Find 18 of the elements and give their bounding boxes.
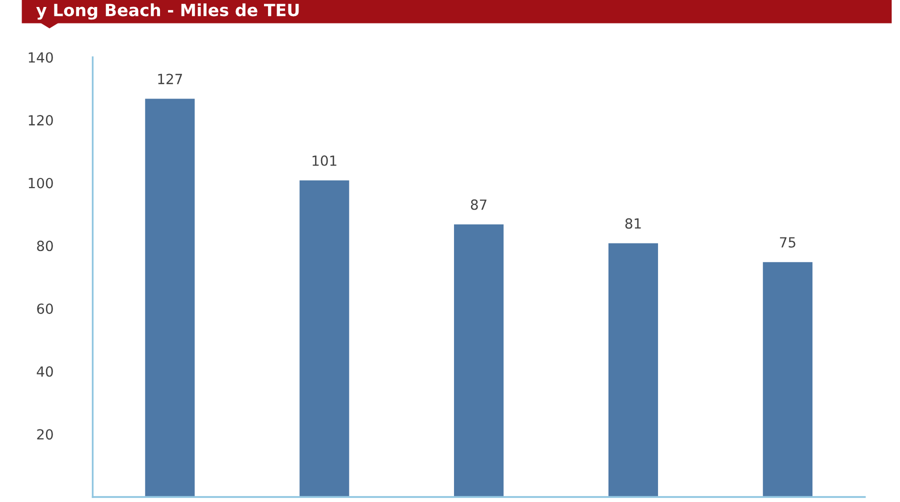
y-tick-label: 80 <box>37 240 53 252</box>
y-tick-label: 120 <box>28 115 53 126</box>
bar <box>762 260 814 497</box>
bar <box>607 242 660 497</box>
y-tick-label: 100 <box>28 178 53 188</box>
data-label: 101 <box>312 155 336 166</box>
data-label: 75 <box>780 237 796 248</box>
bar <box>452 223 505 497</box>
data-label: 81 <box>625 218 641 229</box>
chart-title: y Long Beach - Miles de TEU <box>36 3 299 20</box>
y-tick-label: 40 <box>36 366 53 377</box>
y-tick-label: 60 <box>37 303 53 314</box>
y-tick-label: 20 <box>37 429 53 440</box>
y-tick-label: 140 <box>28 52 53 63</box>
data-label: 127 <box>158 74 182 84</box>
bar <box>144 97 196 497</box>
data-label: 87 <box>470 199 486 210</box>
bar <box>298 179 351 497</box>
